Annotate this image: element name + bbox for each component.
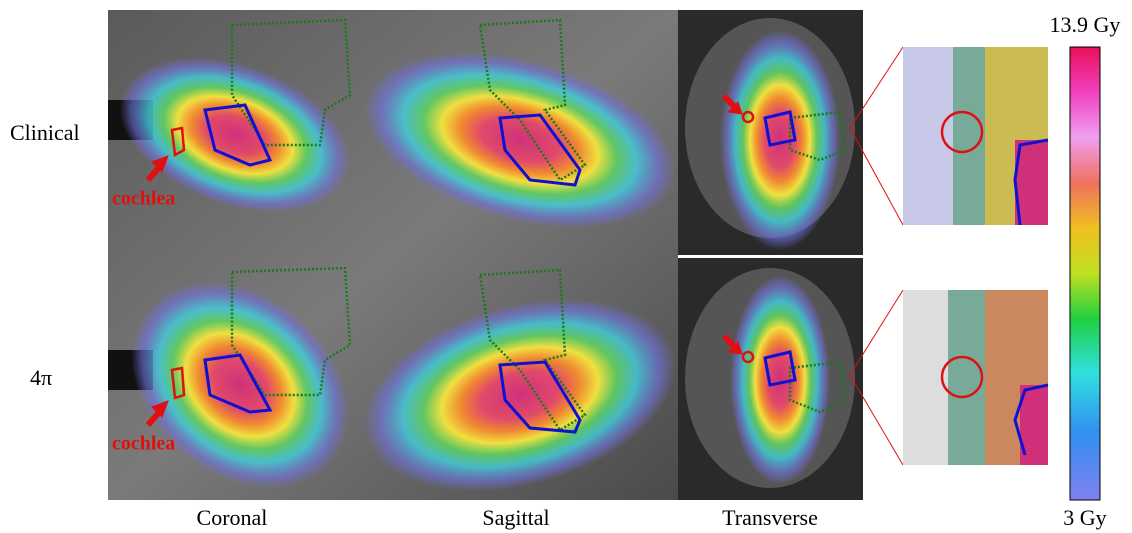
dose [730, 275, 830, 485]
colorbar [1070, 47, 1100, 500]
dose [720, 30, 840, 250]
column-label: Sagittal [482, 505, 549, 530]
annotation: cochlea [112, 433, 175, 455]
inset-region [903, 47, 953, 225]
row-label: Clinical [10, 120, 80, 145]
annotation: cochlea [112, 188, 175, 210]
column-label: Coronal [197, 505, 268, 530]
zoom-insets [850, 47, 1048, 465]
column-label: Transverse [722, 505, 818, 530]
row-label: 4π [30, 365, 52, 390]
colorbar-max: 13.9 Gy [1050, 12, 1121, 37]
figure: 13.9 Gy 3 Gy Clinical 4π Coronal Sagitta… [0, 0, 1132, 533]
colorbar-min: 3 Gy [1063, 505, 1106, 530]
